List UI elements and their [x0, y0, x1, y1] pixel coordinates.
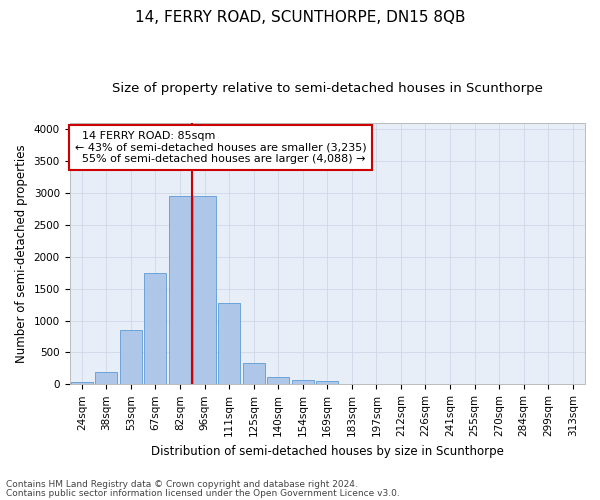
Bar [193, 196, 215, 384]
Bar [242, 364, 265, 384]
Bar [292, 380, 314, 384]
X-axis label: Distribution of semi-detached houses by size in Scunthorpe: Distribution of semi-detached houses by … [151, 444, 504, 458]
Title: Size of property relative to semi-detached houses in Scunthorpe: Size of property relative to semi-detach… [112, 82, 543, 96]
Bar [95, 372, 118, 384]
Text: Contains HM Land Registry data © Crown copyright and database right 2024.: Contains HM Land Registry data © Crown c… [6, 480, 358, 489]
Bar [120, 330, 142, 384]
Bar [145, 273, 166, 384]
Bar [316, 382, 338, 384]
Text: Contains public sector information licensed under the Open Government Licence v3: Contains public sector information licen… [6, 488, 400, 498]
Bar [267, 378, 289, 384]
Text: 14 FERRY ROAD: 85sqm
← 43% of semi-detached houses are smaller (3,235)
  55% of : 14 FERRY ROAD: 85sqm ← 43% of semi-detac… [74, 131, 367, 164]
Bar [71, 382, 93, 384]
Bar [169, 196, 191, 384]
Bar [218, 303, 240, 384]
Text: 14, FERRY ROAD, SCUNTHORPE, DN15 8QB: 14, FERRY ROAD, SCUNTHORPE, DN15 8QB [135, 10, 465, 25]
Y-axis label: Number of semi-detached properties: Number of semi-detached properties [15, 144, 28, 363]
